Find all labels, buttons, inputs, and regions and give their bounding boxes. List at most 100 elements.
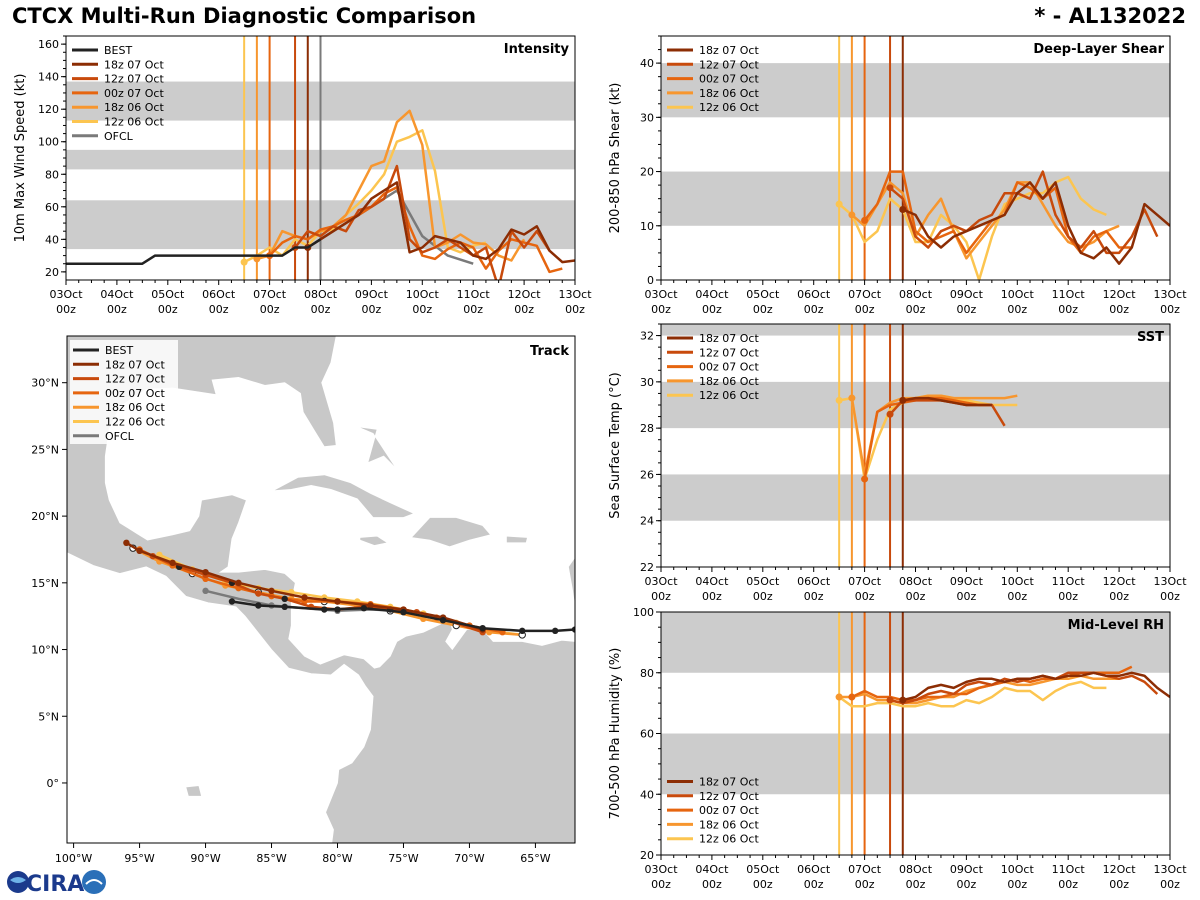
shear-xtick-label-hour: 00z: [957, 303, 977, 316]
track-point-18z-07-oct: [123, 539, 130, 547]
intensity-title: Intensity: [504, 42, 570, 57]
sst-panel: 22 24 26 28 30 32 03Oct 00z 04Oct 00z 05Oct 00z 06Oc…: [608, 323, 1187, 603]
sst-xtick-label-hour: 00z: [1007, 590, 1027, 603]
sst-xtick-label-date: 12Oct: [1103, 575, 1137, 588]
sst-series-group: [835, 394, 1018, 483]
intensity-init-point-12z-06-oct: [240, 258, 248, 266]
sst-legend-label-12z-07-oct: 12z 07 Oct: [699, 346, 759, 359]
shear-legend-label-12z-07-oct: 12z 07 Oct: [699, 58, 759, 71]
shear-xtick-label-date: 07Oct: [848, 288, 882, 301]
rh-init-point-18z-07-oct: [899, 696, 907, 704]
shear-legend-label-18z-07-oct: 18z 07 Oct: [699, 44, 759, 57]
track-legend-label-12z-07-oct: 12z 07 Oct: [105, 373, 165, 386]
sst-init-point-00z-07-oct: [861, 475, 869, 483]
sst-legend-label-18z-07-oct: 18z 07 Oct: [699, 332, 759, 345]
track-point-best: [228, 598, 236, 605]
rh-band-0: [661, 733, 1170, 795]
sst-xtick-label-date: 03Oct: [644, 575, 678, 588]
intensity-legend-label-18z-06-oct: 18z 06 Oct: [104, 101, 164, 114]
track-point-best: [321, 606, 328, 613]
rh-ylabel: 700-500 hPa Humidity (%): [608, 648, 623, 820]
track-point-ofcl: [202, 587, 209, 595]
rh-ytick-label: 80: [640, 667, 654, 680]
cira-logo-wave-icon: [85, 879, 103, 885]
intensity-ytick-label: 40: [45, 233, 59, 246]
track-panel: 100°W 95°W 90°W 85°W 80°W 75°W 70°W 65°W 0° 5°N 10…: [31, 335, 576, 865]
rh-xtick-label-hour: 00z: [1058, 878, 1078, 891]
track-point-best: [571, 626, 575, 633]
track-ytick-label: 30°N: [31, 377, 59, 390]
land-jamaica: [359, 535, 389, 546]
shear-series-12z-06-oct: [838, 175, 1107, 280]
sst-ytick-label: 24: [640, 515, 654, 528]
track-legend-label-18z-07-oct: 18z 07 Oct: [105, 358, 165, 371]
rh-xtick-label-date: 13Oct: [1153, 863, 1187, 876]
sst-xtick-label-date: 13Oct: [1153, 575, 1187, 588]
track-xtick-label: 90°W: [190, 852, 220, 865]
intensity-series-best: [66, 238, 322, 265]
land-north-america: [67, 336, 575, 843]
sst-legend-label-18z-06-oct: 18z 06 Oct: [699, 375, 759, 388]
track-point-best: [360, 604, 368, 612]
intensity-legend-label-12z-07-oct: 12z 07 Oct: [104, 73, 164, 86]
track-legend-label-ofcl: OFCL: [105, 430, 135, 443]
track-point-18z-07-oct: [136, 547, 143, 555]
shear-ytick-label: 10: [640, 220, 654, 233]
track-ytick-label: 10°N: [31, 644, 59, 657]
rh-init-point-12z-07-oct: [886, 696, 894, 704]
rh-xtick-label-hour: 00z: [957, 878, 977, 891]
rh-ytick-label: 100: [633, 606, 654, 619]
rh-legend-label-18z-06-oct: 18z 06 Oct: [699, 818, 759, 831]
intensity-series-group: [66, 109, 575, 280]
cira-logo-text: CIRA: [26, 872, 84, 897]
intensity-ytick-label: 160: [38, 38, 59, 51]
sst-ylabel: Sea Surface Temp (°C): [608, 372, 623, 519]
shear-legend-label-12z-06-oct: 12z 06 Oct: [699, 101, 759, 114]
shear-ytick-label: 0: [647, 274, 654, 287]
land-hispaniola: [410, 517, 492, 548]
intensity-init-point-18z-06-oct: [253, 255, 261, 263]
sst-ytick-label: 28: [640, 422, 654, 435]
rh-xtick-label-hour: 00z: [906, 878, 926, 891]
shear-xtick-label-hour: 00z: [753, 303, 773, 316]
sst-legend-label-00z-07-oct: 00z 07 Oct: [699, 361, 759, 374]
intensity-xtick-label-date: 10Oct: [406, 288, 440, 301]
shear-series-18z-07-oct: [902, 181, 1170, 265]
intensity-xtick-label-hour: 00z: [412, 303, 432, 316]
sst-xtick-label-hour: 00z: [1160, 590, 1180, 603]
rh-series-12z-06-oct: [838, 680, 1107, 708]
rh-series-12z-07-oct: [889, 671, 1159, 705]
intensity-xtick-label-date: 03Oct: [49, 288, 83, 301]
intensity-series-18z-07-oct: [307, 181, 575, 264]
track-18z-07-oct: [125, 541, 483, 631]
intensity-series-00z-07-oct: [268, 186, 563, 274]
track-point-18z-07-oct: [202, 568, 209, 576]
sst-band-1: [661, 381, 1170, 429]
intensity-ytick-label: 140: [38, 71, 59, 84]
track-xtick-label: 85°W: [256, 852, 286, 865]
sst-legend-label-12z-06-oct: 12z 06 Oct: [699, 389, 759, 402]
track-point-best: [519, 627, 526, 635]
rh-xtick-label-hour: 00z: [702, 878, 722, 891]
shear-xtick-label-hour: 00z: [906, 303, 926, 316]
intensity-legend-label-00z-07-oct: 00z 07 Oct: [104, 87, 164, 100]
rh-xtick-label-hour: 00z: [1160, 878, 1180, 891]
shear-xtick-label-hour: 00z: [855, 303, 875, 316]
track-ytick-label: 20°N: [31, 510, 59, 523]
intensity-xtick-label-date: 04Oct: [100, 288, 134, 301]
rh-xtick-label-date: 09Oct: [950, 863, 984, 876]
track-point-best: [552, 627, 559, 635]
rh-xtick-label-hour: 00z: [1109, 878, 1129, 891]
intensity-xtick-label-hour: 00z: [158, 303, 178, 316]
sst-init-point-18z-06-oct: [848, 394, 856, 402]
track-lines: [123, 539, 575, 639]
rh-series-group: [835, 665, 1170, 708]
sst-xtick-label-hour: 00z: [1109, 590, 1129, 603]
track-point-18z-07-oct: [169, 559, 176, 567]
sst-xtick-label-hour: 00z: [753, 590, 773, 603]
shear-ylabel: 200-850 hPa Shear (kt): [608, 83, 623, 234]
shear-xtick-label-hour: 00z: [651, 303, 671, 316]
sst-xtick-label-hour: 00z: [1058, 590, 1078, 603]
track-ytick-label: 15°N: [31, 577, 59, 590]
